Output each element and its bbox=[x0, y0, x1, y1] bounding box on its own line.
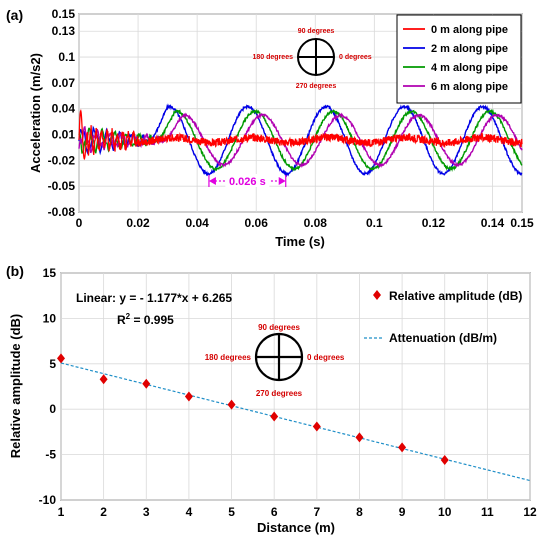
y-tick-label: 0.13 bbox=[52, 24, 76, 38]
legend-marker-diamond bbox=[373, 290, 381, 300]
delay-annotation: 0.026 s bbox=[208, 174, 287, 188]
data-point-0 bbox=[57, 353, 65, 364]
panel-a: (a) 0 0.02 0.04 0.06 0.08 0.1 0.12 0.14 0.15 -0.0… bbox=[6, 7, 534, 249]
y-tick-label: -0.05 bbox=[48, 179, 76, 193]
legend-b: Relative amplitude (dB) Attenuation (dB/… bbox=[364, 289, 522, 345]
x-tick-label: 8 bbox=[356, 505, 363, 519]
x-tick-label: 4 bbox=[186, 505, 193, 519]
x-tick-label: 12 bbox=[523, 505, 537, 519]
fit-line bbox=[60, 362, 531, 482]
data-point-9 bbox=[440, 455, 449, 466]
x-tick-label: 0.14 bbox=[481, 216, 505, 230]
y-tick-label: 5 bbox=[49, 357, 56, 371]
y-tick-label: 0.1 bbox=[58, 50, 75, 64]
legend-a-item-2: 4 m along pipe bbox=[431, 62, 508, 74]
y-tick-label: 0 bbox=[49, 402, 56, 416]
x-tick-label: 6 bbox=[271, 505, 278, 519]
panel-b-plot-area bbox=[60, 272, 531, 501]
x-tick-label: 11 bbox=[481, 505, 494, 519]
x-tick-label: 1 bbox=[58, 505, 65, 519]
fit-equation: Linear: y = - 1.177*x + 6.265 bbox=[76, 291, 232, 305]
x-tick-label: 2 bbox=[100, 505, 107, 519]
x-tick-label: 5 bbox=[228, 505, 235, 519]
x-tick-label: 0.12 bbox=[422, 216, 446, 230]
panel-b-ylabel: Relative amplitude (dB) bbox=[8, 314, 23, 458]
panel-b-series bbox=[57, 353, 531, 482]
delay-arrow-left bbox=[208, 177, 216, 186]
series-line-0 bbox=[78, 109, 523, 161]
compass-label-top: 90 degrees bbox=[258, 323, 300, 332]
data-point-4 bbox=[227, 399, 236, 410]
panel-a-label: (a) bbox=[6, 7, 23, 23]
x-tick-label: 0.02 bbox=[126, 216, 150, 230]
y-tick-label: -0.08 bbox=[48, 205, 76, 219]
x-tick-label: 10 bbox=[438, 505, 452, 519]
x-tick-label: 0.15 bbox=[510, 216, 534, 230]
data-point-8 bbox=[398, 442, 407, 453]
y-tick-label: 0.15 bbox=[52, 7, 76, 21]
direction-compass-a: 90 degrees 180 degrees 0 degrees 270 deg… bbox=[253, 28, 372, 90]
compass-label-left: 180 degrees bbox=[205, 353, 252, 362]
delay-annotation-text: 0.026 s bbox=[229, 176, 266, 188]
legend-a-item-3: 6 m along pipe bbox=[431, 81, 508, 93]
data-point-1 bbox=[99, 374, 108, 385]
y-tick-label: 15 bbox=[43, 266, 57, 280]
compass-label-right: 0 degrees bbox=[307, 353, 345, 362]
panel-b-label: (b) bbox=[6, 263, 24, 279]
y-tick-label: 0.07 bbox=[52, 76, 76, 90]
compass-label-bottom: 270 degrees bbox=[256, 389, 303, 398]
compass-label-bottom: 270 degrees bbox=[296, 83, 337, 90]
compass-label-top: 90 degrees bbox=[298, 28, 335, 35]
y-tick-label: -0.02 bbox=[48, 153, 76, 167]
panel-a-ylabel: Acceleration (m/s2) bbox=[28, 53, 43, 173]
x-tick-label: 9 bbox=[399, 505, 406, 519]
x-tick-label: 0.1 bbox=[366, 216, 383, 230]
x-tick-label: 3 bbox=[143, 505, 150, 519]
data-point-2 bbox=[142, 378, 151, 389]
compass-label-right: 0 degrees bbox=[339, 54, 372, 61]
data-point-3 bbox=[184, 391, 193, 402]
y-tick-label: 10 bbox=[43, 311, 57, 325]
legend-b-item-0: Relative amplitude (dB) bbox=[389, 289, 522, 303]
x-tick-label: 0.04 bbox=[185, 216, 209, 230]
compass-label-left: 180 degrees bbox=[253, 54, 294, 61]
data-point-7 bbox=[355, 432, 364, 443]
delay-arrow-right bbox=[278, 177, 286, 186]
panel-a-xlabel: Time (s) bbox=[275, 234, 325, 249]
x-tick-label: 0.06 bbox=[245, 216, 269, 230]
legend-b-item-1: Attenuation (dB/m) bbox=[389, 331, 497, 345]
y-tick-label: -5 bbox=[45, 448, 56, 462]
direction-compass-b: 90 degrees 180 degrees 0 degrees 270 deg… bbox=[205, 323, 345, 398]
legend-a-item-0: 0 m along pipe bbox=[431, 24, 508, 36]
data-point-6 bbox=[312, 421, 321, 432]
panel-b-xlabel: Distance (m) bbox=[257, 520, 335, 535]
panel-a-series bbox=[78, 103, 523, 178]
legend-a-item-1: 2 m along pipe bbox=[431, 43, 508, 55]
x-tick-label: 0.08 bbox=[304, 216, 328, 230]
x-tick-label: 0 bbox=[76, 216, 83, 230]
x-tick-label: 7 bbox=[313, 505, 320, 519]
fit-r-squared: R2 = 0.995 bbox=[117, 312, 174, 327]
y-tick-label: 0.01 bbox=[52, 128, 76, 142]
legend-a: 0 m along pipe 2 m along pipe 4 m along pi… bbox=[396, 14, 522, 104]
y-tick-label: 0.04 bbox=[52, 102, 76, 116]
data-point-5 bbox=[270, 411, 279, 422]
y-tick-label: -10 bbox=[39, 493, 57, 507]
